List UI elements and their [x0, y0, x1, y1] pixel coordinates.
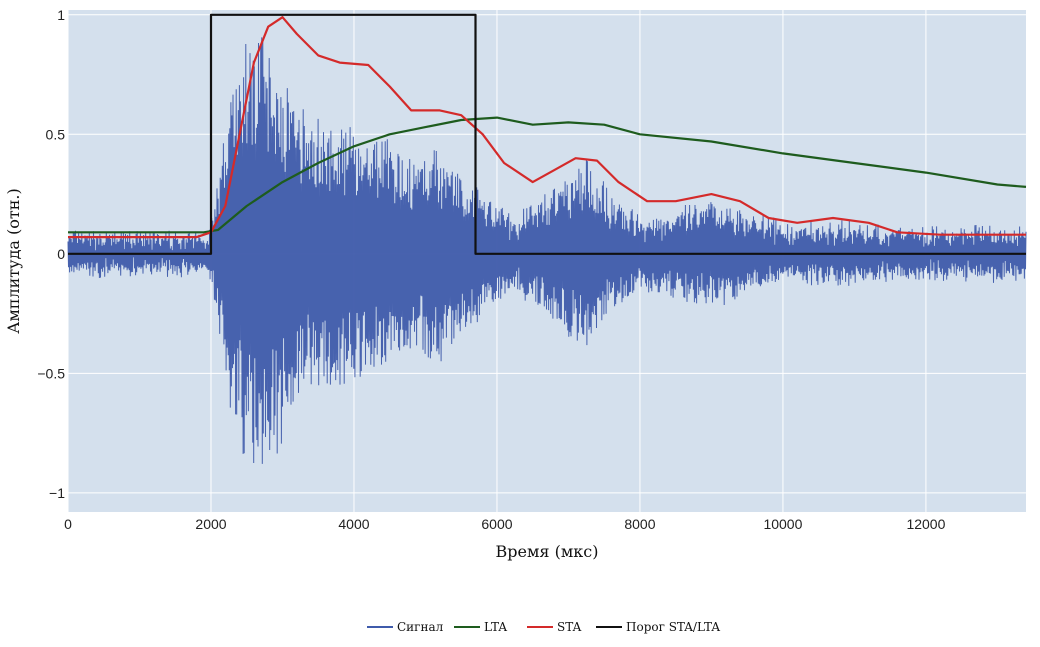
x-tick-label: 0: [64, 516, 72, 532]
y-tick-label: −1: [49, 485, 65, 501]
series-lines: [68, 13, 1027, 255]
legend-item-lta: LTA: [454, 620, 507, 634]
signal-line: [67, 37, 1027, 464]
y-tick-label: 1: [57, 7, 65, 23]
x-tick-label: 8000: [624, 516, 655, 532]
x-tick-label: 6000: [481, 516, 512, 532]
y-tick-label: −0.5: [37, 365, 65, 381]
y-tick-label: 0: [57, 246, 65, 262]
legend-item-threshold: Порог STA/LTA: [596, 620, 720, 634]
x-axis-title: Время (мкс): [496, 542, 599, 561]
legend-label: Сигнал: [397, 620, 444, 634]
legend-item-signal: Сигнал: [367, 620, 444, 634]
x-tick-label: 10000: [763, 516, 802, 532]
x-tick-label: 12000: [906, 516, 945, 532]
y-axis-title: Амплитуда (отн.): [4, 188, 23, 334]
x-tick-label: 2000: [195, 516, 226, 532]
legend-label: Порог STA/LTA: [626, 620, 720, 634]
threshold-line: [68, 13, 1026, 255]
sta-line: [68, 16, 1026, 239]
y-tick-label: 0.5: [46, 126, 66, 142]
legend-label: LTA: [484, 620, 507, 634]
axis-ticks: 0 2000 4000 6000 8000 10000 12000 1 0.5 0 −0.5 −1: [37, 7, 945, 532]
x-tick-label: 4000: [338, 516, 369, 532]
signal-series: [67, 37, 1027, 464]
lta-line: [68, 116, 1027, 234]
legend: Сигнал LTA STA Порог STA/LTA: [367, 620, 720, 634]
legend-item-sta: STA: [527, 620, 582, 634]
legend-label: STA: [557, 620, 582, 634]
